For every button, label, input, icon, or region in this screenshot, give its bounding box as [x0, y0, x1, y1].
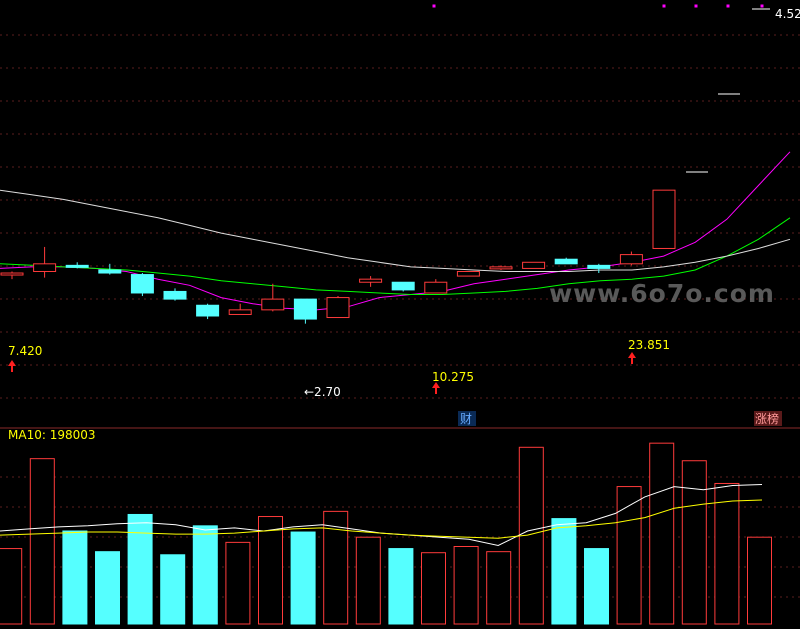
- candle-body: [359, 278, 383, 283]
- volume-bar: [290, 531, 316, 625]
- candle-body: [228, 309, 252, 315]
- annotation-right: 23.851: [628, 338, 670, 352]
- volume-bar: [29, 458, 55, 625]
- candle-body: [163, 290, 187, 300]
- volume-bars: [0, 442, 772, 625]
- candle-body: [522, 261, 546, 269]
- price-ma-line: [0, 151, 791, 311]
- volume-moving-averages: [0, 484, 763, 547]
- dot-marker: [760, 4, 764, 8]
- volume-bar: [551, 518, 577, 625]
- candle-body: [65, 264, 89, 268]
- badge-zhangbang: 涨榜: [755, 411, 779, 426]
- badge-cai: 财: [460, 412, 472, 426]
- volume-bar: [225, 541, 251, 625]
- dot-marker: [432, 4, 436, 8]
- price-ma-line: [0, 189, 791, 272]
- volume-bar: [160, 554, 186, 625]
- volume-bar: [0, 548, 23, 625]
- candle-body: [554, 258, 578, 265]
- volume-bar: [62, 530, 88, 625]
- volume-bar: [355, 536, 381, 625]
- volume-bar: [714, 482, 740, 625]
- volume-ma-line: [0, 484, 763, 547]
- badge-zhangbang-bg: [754, 411, 782, 426]
- candle-body: [424, 281, 448, 294]
- volume-bar: [127, 513, 153, 625]
- candle-body: [196, 304, 220, 317]
- candle-body: [652, 189, 676, 249]
- up-arrow-icon: [432, 382, 440, 388]
- volume-bar: [681, 460, 707, 625]
- volume-bar: [486, 551, 512, 625]
- volume-bar: [584, 548, 609, 625]
- candle-body: [391, 281, 415, 291]
- candle-body: [0, 272, 24, 276]
- volume-bar: [421, 552, 446, 625]
- volume-bar: [192, 525, 218, 625]
- watermark: www.6o7o.com: [549, 279, 775, 308]
- candle-body: [98, 269, 122, 274]
- volume-bar: [616, 486, 642, 625]
- price-moving-averages: [0, 151, 791, 311]
- candle-body: [261, 298, 285, 311]
- up-arrow-icon: [628, 352, 636, 358]
- candle-body: [293, 298, 317, 320]
- up-arrow-icon: [8, 360, 16, 366]
- price-ma-line: [0, 217, 791, 295]
- annotation-max-price: 4.52: [775, 7, 800, 21]
- volume-bar: [258, 516, 283, 625]
- volume-ma-label: MA10: 198003: [8, 428, 96, 442]
- candle-body: [456, 270, 480, 277]
- dot-marker: [694, 4, 698, 8]
- dot-marker: [662, 4, 666, 8]
- volume-bar: [649, 442, 675, 625]
- candle-body: [33, 263, 57, 272]
- volume-bar: [388, 548, 414, 625]
- annotation-min-price: ←2.70: [304, 385, 341, 399]
- badge-cai-bg: [458, 411, 476, 426]
- candle-body: [489, 266, 513, 270]
- annotation-low-left: 7.420: [8, 344, 42, 358]
- annotation-mid: 10.275: [432, 370, 474, 384]
- volume-bar: [95, 551, 120, 625]
- candle-body: [326, 297, 350, 319]
- candle-body: [130, 274, 154, 294]
- volume-bar: [453, 546, 479, 625]
- volume-bar: [747, 536, 772, 625]
- volume-ma-line: [0, 499, 763, 539]
- candlesticks: [0, 189, 676, 324]
- candle-body: [587, 264, 611, 269]
- candle-body: [619, 254, 643, 265]
- dot-marker: [726, 4, 730, 8]
- decorations: [8, 4, 770, 394]
- grid-lines: [0, 34, 800, 598]
